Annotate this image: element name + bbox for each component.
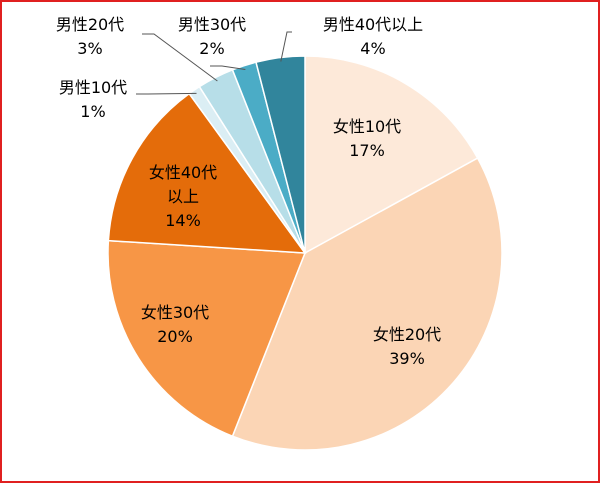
slice-label: 男性20代 3% <box>45 13 135 61</box>
slice-label: 女性20代 39% <box>362 323 452 371</box>
pie-slice <box>231 157 503 451</box>
category-label: 女性40代以上 <box>148 163 218 206</box>
percent-label: 14% <box>165 211 201 230</box>
slice-label: 女性40代以上 14% <box>148 161 218 233</box>
slice-label: 男性40代以上 4% <box>293 13 453 61</box>
percent-label: 1% <box>80 102 106 121</box>
percent-label: 39% <box>389 349 425 368</box>
leader-line <box>136 92 197 95</box>
category-label: 男性20代 <box>55 15 125 34</box>
category-label: 女性20代 <box>372 325 442 344</box>
percent-label: 20% <box>157 327 193 346</box>
leader-line <box>210 65 246 70</box>
pie-slice <box>107 239 307 438</box>
percent-label: 2% <box>199 39 225 58</box>
slice-label: 男性10代 1% <box>48 76 138 124</box>
percent-label: 3% <box>77 39 103 58</box>
pie-slice <box>304 55 479 255</box>
leader-line <box>142 33 218 82</box>
category-label: 女性30代 <box>140 303 210 322</box>
category-label: 男性10代 <box>58 78 128 97</box>
percent-label: 4% <box>360 39 386 58</box>
pie-slice <box>107 92 307 254</box>
slice-label: 女性10代 17% <box>322 115 412 163</box>
pie-slice <box>255 55 306 254</box>
category-label: 女性10代 <box>332 117 402 136</box>
percent-label: 17% <box>349 141 385 160</box>
leader-line <box>280 31 292 62</box>
slice-label: 女性30代 20% <box>130 301 220 349</box>
slice-label: 男性30代 2% <box>167 13 257 61</box>
category-label: 男性40代以上 <box>322 15 424 34</box>
category-label: 男性30代 <box>177 15 247 34</box>
